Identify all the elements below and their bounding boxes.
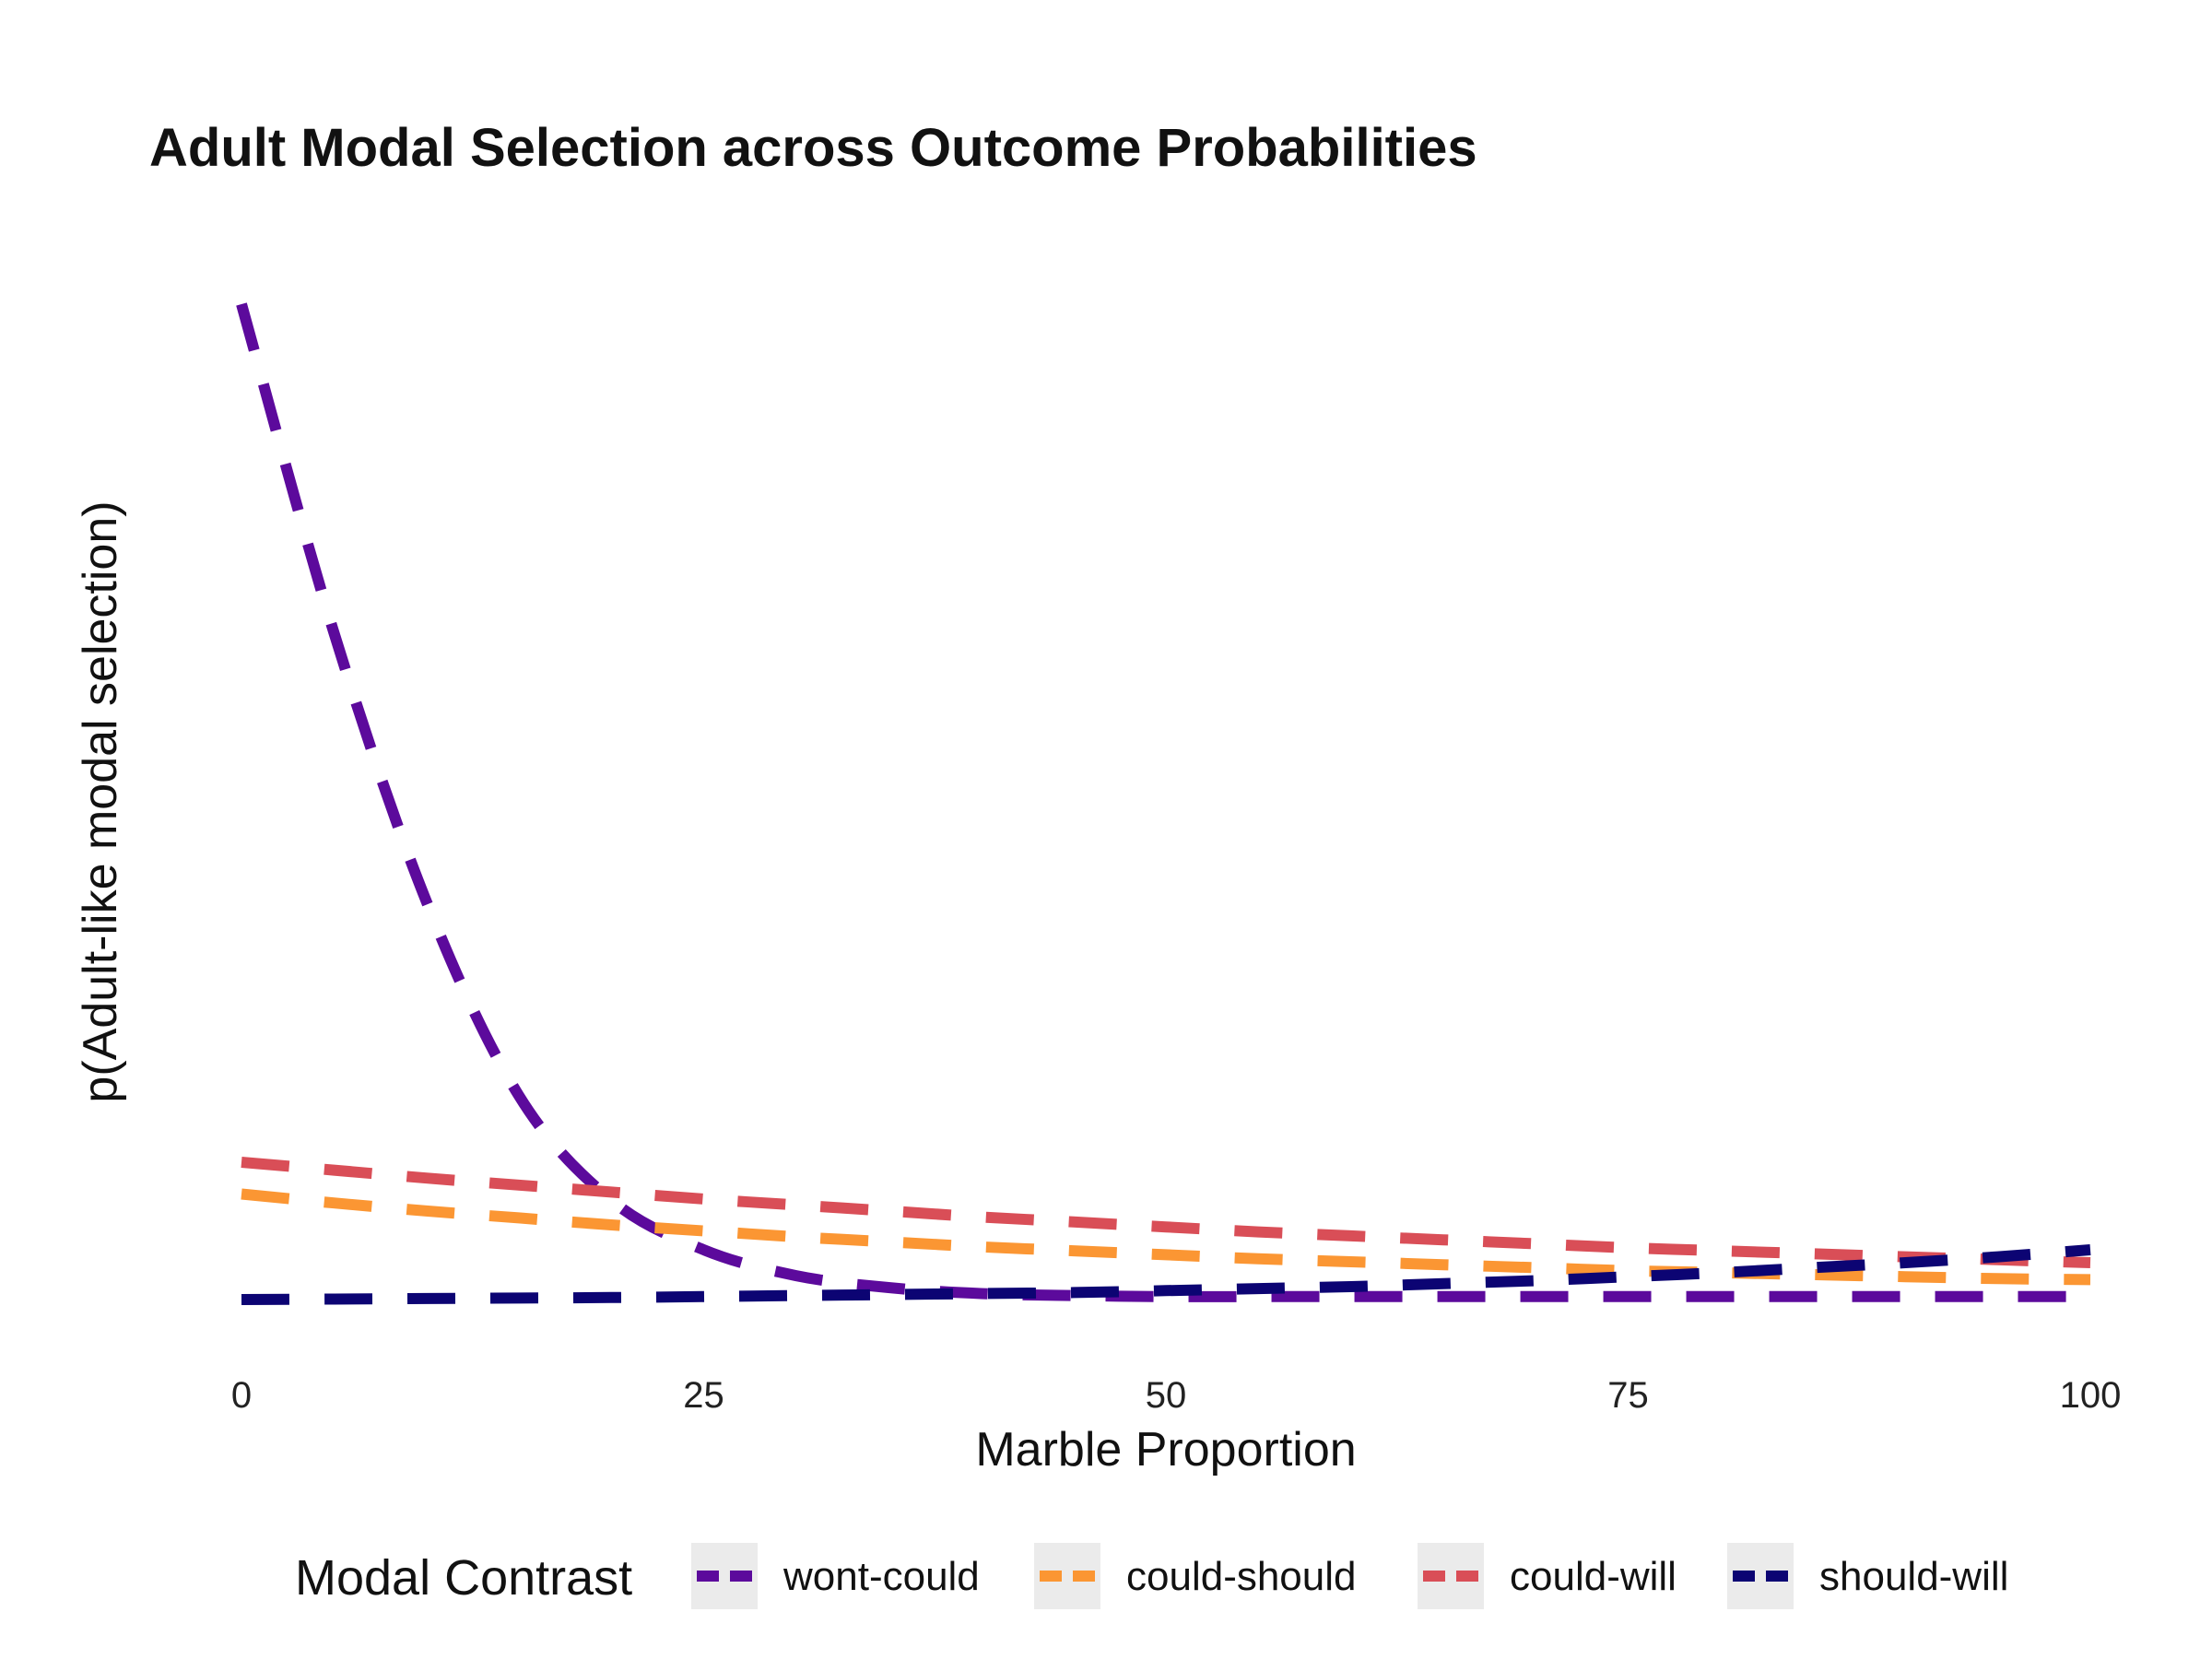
legend-item-could-will: could-will bbox=[1418, 1543, 1677, 1609]
legend-label: wont-could bbox=[782, 1554, 980, 1599]
x-tick-label: 50 bbox=[1146, 1375, 1187, 1416]
series-line-could-should bbox=[241, 1188, 2091, 1286]
legend-label: should-will bbox=[1819, 1554, 2008, 1599]
legend-item-wont-could: wont-could bbox=[691, 1543, 980, 1609]
legend-label: could-will bbox=[1510, 1554, 1677, 1599]
legend-title: Modal Contrast bbox=[295, 1550, 632, 1606]
series-line-could-will bbox=[241, 1157, 2091, 1268]
x-axis-ticks: 0 25 50 75 100 bbox=[231, 1375, 2122, 1416]
x-tick-label: 75 bbox=[1607, 1375, 1649, 1416]
series-line-should-will bbox=[241, 1244, 2091, 1305]
y-axis-title: p(Adult-like modal selection) bbox=[74, 500, 127, 1102]
legend-items: wont-could could-should could-will should-w… bbox=[691, 1543, 2008, 1609]
chart-title: Adult Modal Selection across Outcome Pro… bbox=[149, 118, 1477, 178]
x-tick-label: 0 bbox=[231, 1375, 252, 1416]
legend-label: could-should bbox=[1126, 1554, 1357, 1599]
x-axis-title: Marble Proportion bbox=[975, 1423, 1356, 1477]
legend-item-should-will: should-will bbox=[1727, 1543, 2008, 1609]
x-tick-label: 100 bbox=[2060, 1375, 2122, 1416]
series-line-wont-could bbox=[236, 302, 2090, 1302]
x-tick-label: 25 bbox=[683, 1375, 724, 1416]
legend-item-could-should: could-should bbox=[1034, 1543, 1357, 1609]
plot-area bbox=[236, 302, 2091, 1305]
legend: Modal Contrast wont-could could-should cou… bbox=[295, 1543, 2008, 1609]
